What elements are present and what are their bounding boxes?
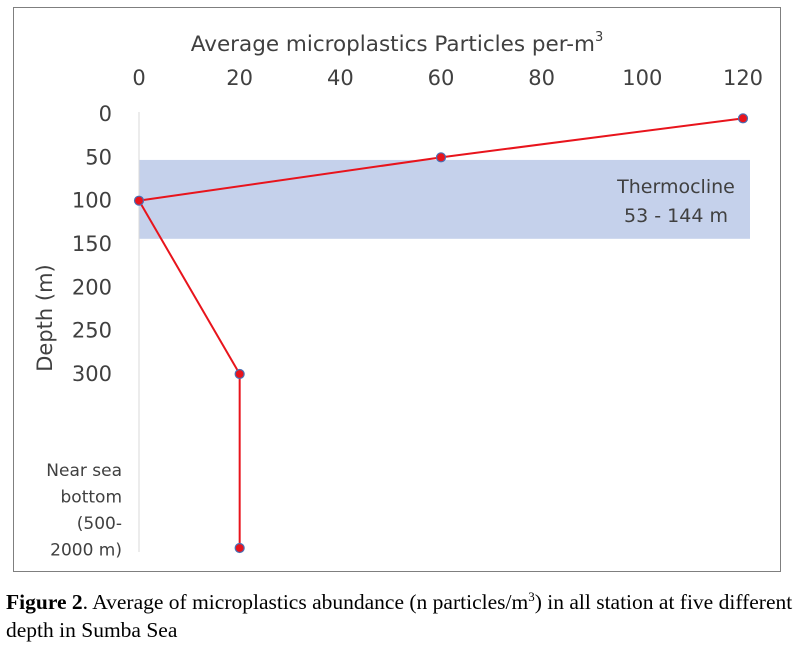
data-point-marker xyxy=(435,152,447,163)
near-sea-bottom-label-line: Near sea xyxy=(46,461,122,481)
series-segment xyxy=(440,117,744,159)
series-segment xyxy=(138,156,442,202)
figure-label: Figure 2 xyxy=(6,590,83,614)
x-tick-label: 100 xyxy=(622,66,662,90)
caption-superscript: 3 xyxy=(528,588,535,604)
y-tick-label: 200 xyxy=(72,275,112,299)
x-tick-label: 120 xyxy=(723,66,763,90)
y-tick-label: 250 xyxy=(72,319,112,343)
y-tick-label: 300 xyxy=(72,362,112,386)
caption-text-end: ) in all station at five different depth… xyxy=(6,590,793,642)
y-tick-label: 150 xyxy=(72,232,112,256)
y-axis-title: Depth (m) xyxy=(33,264,57,371)
x-tick-label: 40 xyxy=(327,66,354,90)
data-point-marker xyxy=(234,368,245,380)
x-tick-labels: 0 20 40 60 80 100 120 xyxy=(132,66,763,90)
y-tick-labels: 0 50 100 150 200 250 300 xyxy=(72,102,112,386)
data-point-marker xyxy=(234,542,245,554)
thermocline-label: Thermocline xyxy=(616,176,735,198)
x-tick-label: 20 xyxy=(226,66,253,90)
series-line xyxy=(138,117,744,548)
near-sea-bottom-label-line: bottom xyxy=(61,488,122,508)
figure-caption: Figure 2. Average of microplastics abund… xyxy=(6,588,798,644)
chart-title: Average microplastics Particles per-m3 xyxy=(191,30,603,57)
thermocline-range-label: 53 - 144 m xyxy=(624,205,728,227)
y-tick-label: 0 xyxy=(99,102,112,126)
data-point-marker xyxy=(737,113,749,124)
chart-frame xyxy=(13,7,781,572)
chart-title-superscript: 3 xyxy=(595,30,603,45)
thermocline-band xyxy=(139,159,750,239)
near-sea-bottom-label-line: (500- xyxy=(77,514,122,534)
x-tick-label: 60 xyxy=(428,66,455,90)
x-tick-label: 0 xyxy=(132,66,145,90)
x-tick-label: 80 xyxy=(528,66,555,90)
caption-text: . Average of microplastics abundance (n … xyxy=(82,590,529,614)
near-sea-bottom-label: Near sea bottom (500- 2000 m) xyxy=(46,461,122,561)
series-segment xyxy=(138,200,241,375)
near-sea-bottom-label-line: 2000 m) xyxy=(50,541,122,561)
series-markers xyxy=(133,113,749,554)
y-tick-label: 100 xyxy=(72,189,112,213)
chart-title-text: Average microplastics Particles per-m xyxy=(191,32,595,57)
y-tick-label: 50 xyxy=(85,145,112,169)
data-point-marker xyxy=(133,195,145,206)
